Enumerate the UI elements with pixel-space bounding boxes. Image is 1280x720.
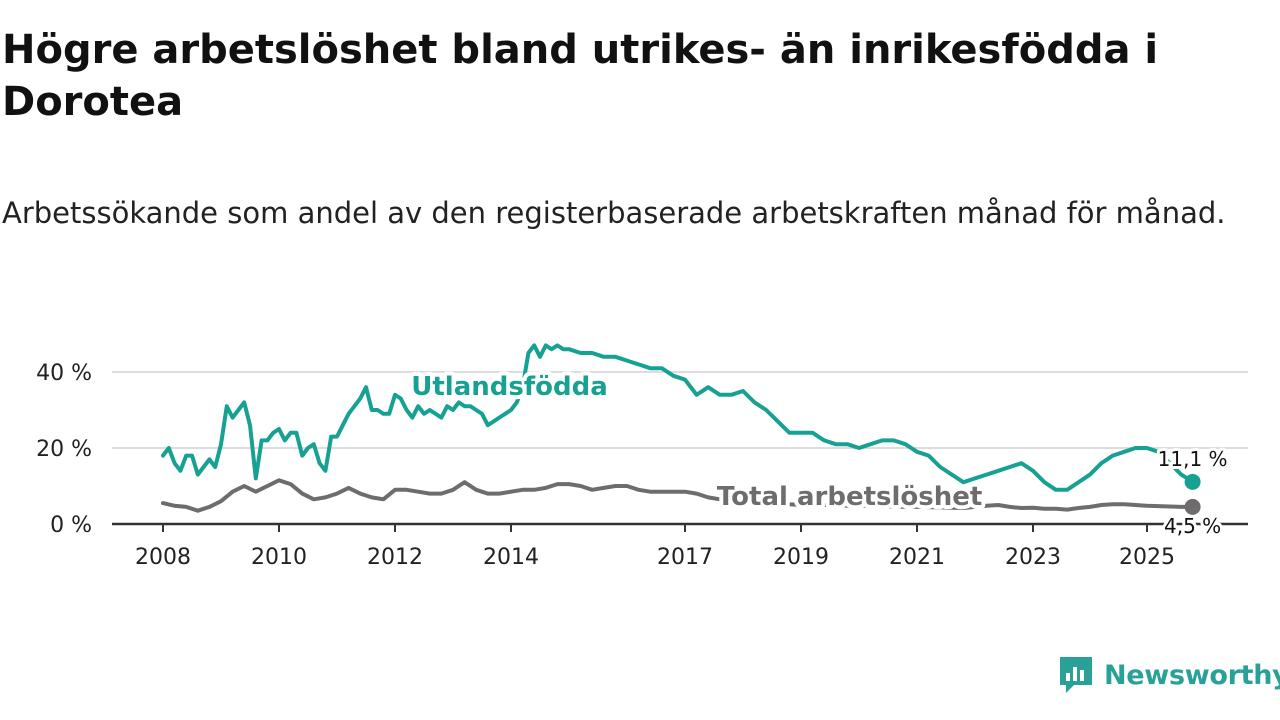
- brand-name: Newsworthy: [1104, 659, 1280, 691]
- end-label-total: 4,5 %: [1164, 514, 1221, 538]
- series-label-foreign-halo: Utlandsfödda: [411, 372, 608, 402]
- y-tick-label: 40 %: [36, 361, 92, 386]
- newsworthy-logo-icon: [1060, 657, 1092, 693]
- end-label-total-halo: 4,5 %: [1164, 514, 1221, 538]
- end-label-foreign: 11,1 %: [1158, 447, 1228, 471]
- x-tick-label: 2021: [889, 545, 945, 570]
- series-label-foreign: Utlandsfödda: [411, 372, 608, 402]
- series-line-foreign: [161, 343, 1195, 492]
- brand-logo: Newsworthy: [1058, 653, 1280, 697]
- end-marker-total: [1184, 498, 1201, 515]
- x-tick-label: 2010: [251, 545, 307, 570]
- chart-subtitle: Arbetssökande som andel av den registerb…: [2, 196, 1226, 230]
- series-line-total: [161, 478, 1195, 513]
- x-tick-label: 2008: [135, 545, 191, 570]
- x-tick-label: 2019: [773, 545, 829, 570]
- x-tick-label: 2017: [657, 545, 713, 570]
- y-tick-label: 20 %: [36, 437, 92, 462]
- end-marker-foreign: [1184, 473, 1201, 490]
- end-label-foreign-halo: 11,1 %: [1158, 447, 1228, 471]
- x-tick-label: 2014: [483, 545, 539, 570]
- x-tick-label: 2012: [367, 545, 423, 570]
- y-tick-label: 0 %: [50, 513, 92, 538]
- series-label-total: Total arbetslöshet: [717, 482, 982, 512]
- series-label-total-halo: Total arbetslöshet: [717, 482, 982, 512]
- chart-title: Högre arbetslöshet bland utrikes- än inr…: [2, 27, 1159, 125]
- x-tick-label: 2025: [1119, 545, 1175, 570]
- x-tick-label: 2023: [1005, 545, 1061, 570]
